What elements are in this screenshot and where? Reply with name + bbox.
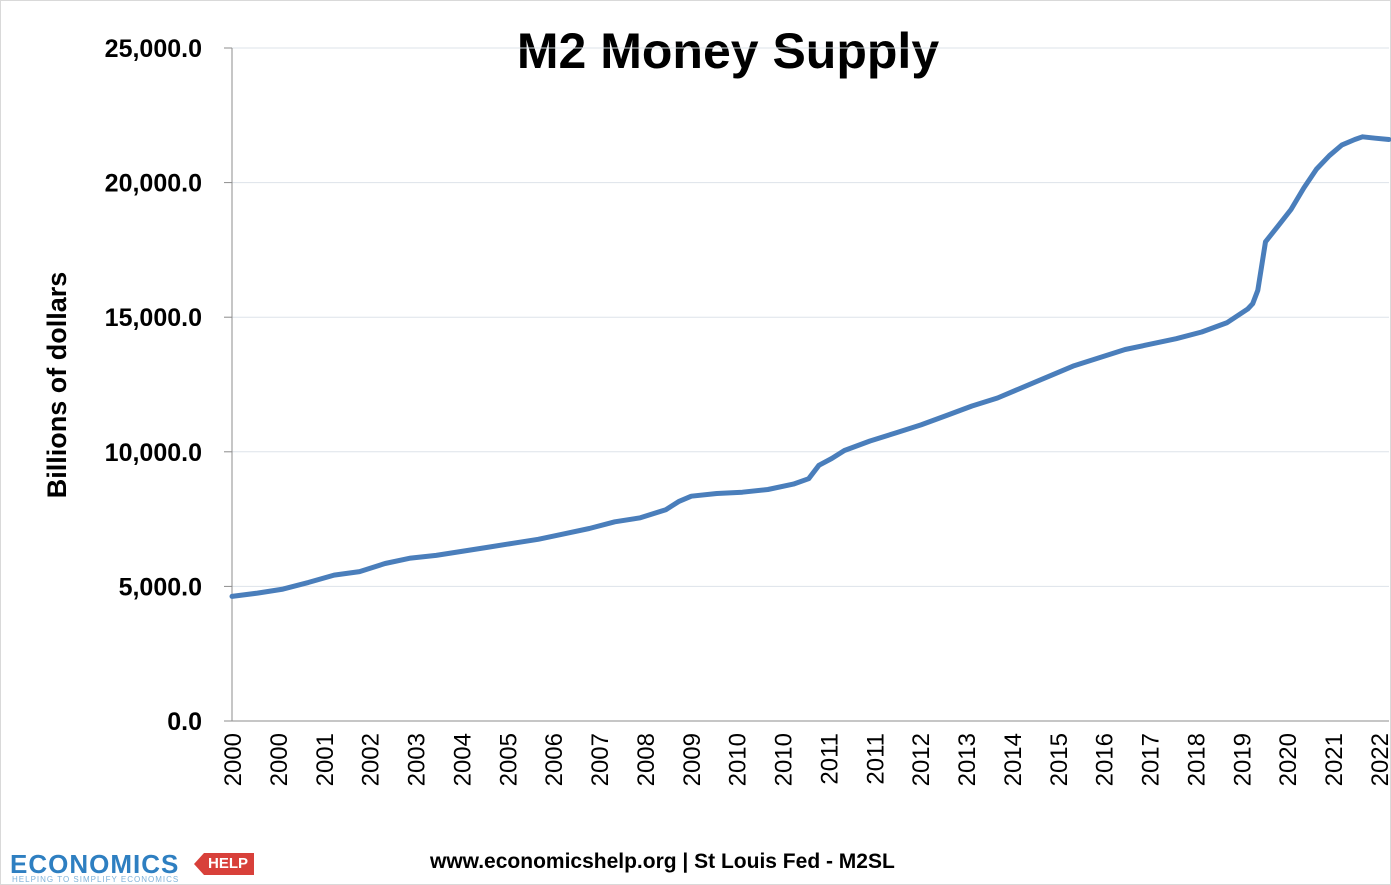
- y-tick-label: 25,000.0: [105, 35, 202, 63]
- x-tick-label: 2009: [679, 733, 706, 786]
- x-tick-label: 2018: [1183, 733, 1210, 786]
- y-axis-label: Billions of dollars: [42, 272, 72, 499]
- x-tick-label: 2019: [1229, 733, 1256, 786]
- x-tick-label: 2000: [220, 733, 247, 786]
- y-tick-label: 10,000.0: [105, 439, 202, 467]
- x-axis-ticks: 2000 2000 2001 2002 2003 2004 2005 2006 2007 2008…: [220, 733, 1391, 786]
- x-tick-label: 2006: [541, 733, 568, 786]
- series-line-m2: [229, 134, 1391, 599]
- x-tick-label: 2014: [1000, 733, 1027, 786]
- x-tick-label: 2016: [1092, 733, 1119, 786]
- x-tick-label: 2011: [862, 733, 889, 785]
- y-tick-label: 20,000.0: [105, 170, 202, 198]
- gridlines: [232, 47, 1389, 587]
- logo-wordmark: ECONOMICS: [10, 849, 180, 879]
- x-tick-label: 2015: [1046, 733, 1073, 786]
- x-tick-label: 2001: [312, 733, 339, 786]
- economics-help-logo: ECONOMICS HELP HELPING TO SIMPLIFY ECONO…: [10, 849, 255, 884]
- x-tick-label: 2017: [1138, 733, 1165, 786]
- x-tick-label: 2003: [404, 733, 431, 786]
- chart-title: M2 Money Supply: [517, 23, 939, 79]
- x-tick-label: 2021: [1321, 733, 1348, 786]
- x-tick-label: 2013: [954, 733, 981, 786]
- x-tick-label: 2010: [725, 733, 752, 786]
- x-tick-label: 2000: [266, 733, 293, 786]
- x-tick-label: 2008: [633, 733, 660, 786]
- x-tick-label: 2022: [1367, 733, 1391, 786]
- source-caption: www.economicshelp.org | St Louis Fed - M…: [430, 850, 895, 873]
- y-tick-label: 0.0: [167, 708, 202, 736]
- y-axis-ticks: 25,000.0 20,000.0 15,000.0 10,000.0 5,000.0 0…: [105, 35, 232, 736]
- x-tick-label: 2020: [1275, 733, 1302, 786]
- axes: [231, 48, 1389, 722]
- x-tick-label: 2004: [449, 733, 476, 786]
- x-tick-label: 2005: [495, 733, 522, 786]
- x-tick-label: 2002: [358, 733, 385, 786]
- x-tick-label: 2012: [908, 733, 935, 786]
- x-tick-label: 2011: [816, 733, 843, 785]
- series-layer: [229, 134, 1391, 599]
- y-tick-label: 5,000.0: [119, 573, 202, 601]
- x-tick-label: 2010: [771, 733, 798, 786]
- logo-tagline: HELPING TO SIMPLIFY ECONOMICS: [12, 875, 180, 884]
- x-tick-label: 2007: [587, 733, 614, 786]
- y-tick-label: 15,000.0: [105, 304, 202, 332]
- logo-help-tag: HELP: [194, 853, 255, 875]
